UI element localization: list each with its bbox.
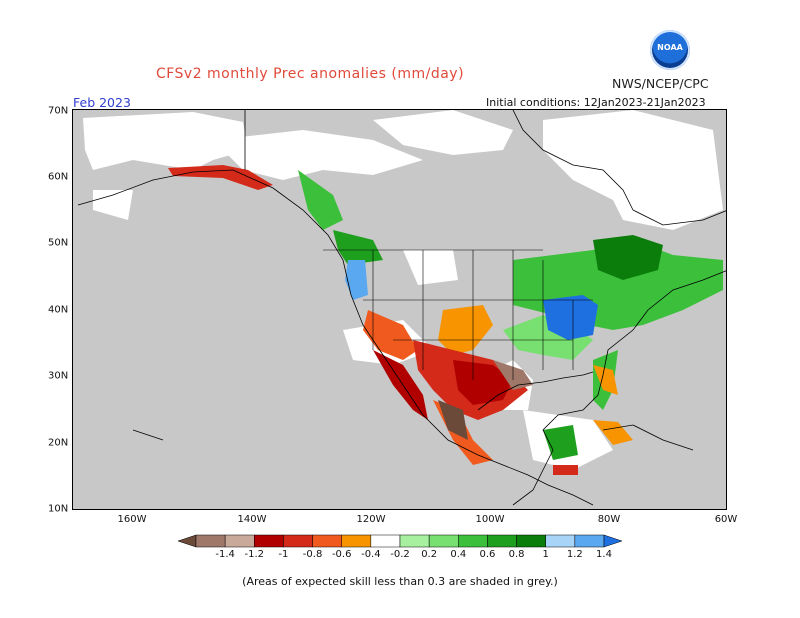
colorbar-label: -1 bbox=[278, 549, 289, 560]
political-boundaries bbox=[323, 249, 593, 380]
colorbar-swatch bbox=[399, 534, 430, 548]
colorbar-swatch bbox=[177, 534, 197, 548]
dry-anomaly-areas bbox=[168, 165, 633, 475]
lat-label-70n: 70N bbox=[48, 105, 69, 117]
lat-label-50n: 50N bbox=[48, 237, 69, 249]
lat-label-40n: 40N bbox=[48, 304, 69, 316]
colorbar-swatch bbox=[603, 534, 623, 548]
colorbar-swatch bbox=[283, 534, 313, 548]
lon-label-100w: 100W bbox=[475, 514, 505, 525]
colorbar-label: 1.2 bbox=[566, 549, 583, 560]
colorbar-swatch bbox=[545, 534, 576, 548]
colorbar-swatch bbox=[224, 534, 255, 548]
agency-label: NWS/NCEP/CPC bbox=[612, 76, 709, 91]
coastlines bbox=[77, 110, 726, 506]
colorbar: -1.4 -1.2 -1 -0.8 -0.6 -0.4 -0.2 0.2 0.4 0.6 0.8 1 1… bbox=[170, 533, 630, 573]
colorbar-label: 0.4 bbox=[450, 549, 467, 560]
colorbar-label: 1.4 bbox=[596, 549, 612, 560]
colorbar-label: -0.2 bbox=[390, 549, 410, 560]
forecast-month: Feb 2023 bbox=[73, 95, 131, 110]
colorbar-label: -0.6 bbox=[331, 549, 352, 560]
colorbar-swatch bbox=[574, 534, 605, 548]
colorbar-swatch bbox=[487, 534, 517, 548]
precip-anomaly-map bbox=[72, 109, 727, 510]
colorbar-swatch bbox=[195, 534, 226, 548]
colorbar-label: -0.4 bbox=[361, 549, 381, 560]
colorbar-label: 0.2 bbox=[421, 549, 438, 560]
colorbar-label: 0.8 bbox=[508, 549, 525, 560]
colorbar-label: -0.8 bbox=[302, 549, 323, 560]
colorbar-svg bbox=[177, 534, 623, 548]
colorbar-label: -1.4 bbox=[215, 549, 235, 560]
lon-label-140w: 140W bbox=[237, 514, 267, 525]
lat-label-60n: 60N bbox=[48, 171, 69, 183]
colorbar-swatch bbox=[428, 534, 459, 548]
initial-conditions: Initial conditions: 12Jan2023-21Jan2023 bbox=[486, 96, 706, 109]
colorbar-swatch bbox=[516, 534, 546, 548]
map-title: CFSv2 monthly Prec anomalies (mm/day) bbox=[155, 66, 465, 82]
lat-label-30n: 30N bbox=[48, 370, 69, 382]
lon-label-160w: 160W bbox=[117, 514, 147, 525]
colorbar-swatch bbox=[341, 534, 372, 548]
skill-footnote: (Areas of expected skill less than 0.3 a… bbox=[242, 575, 558, 588]
colorbar-label: 1 bbox=[542, 549, 549, 560]
noaa-logo: NOAA bbox=[650, 30, 690, 70]
lat-label-10n: 10N bbox=[48, 503, 69, 515]
colorbar-label: -1.2 bbox=[244, 549, 265, 560]
colorbar-swatch bbox=[254, 534, 284, 548]
colorbar-swatch bbox=[370, 534, 401, 548]
very-wet-anomaly-areas bbox=[345, 260, 598, 340]
lon-label-80w: 80W bbox=[597, 514, 621, 525]
map-svg bbox=[77, 110, 726, 506]
lon-label-60w: 60W bbox=[714, 514, 738, 525]
colorbar-swatch bbox=[458, 534, 488, 548]
colorbar-label: 0.6 bbox=[479, 549, 496, 560]
colorbar-swatch bbox=[312, 534, 342, 548]
noaa-logo-text: NOAA bbox=[657, 43, 683, 52]
lon-label-120w: 120W bbox=[356, 514, 386, 525]
lat-label-20n: 20N bbox=[48, 437, 69, 449]
